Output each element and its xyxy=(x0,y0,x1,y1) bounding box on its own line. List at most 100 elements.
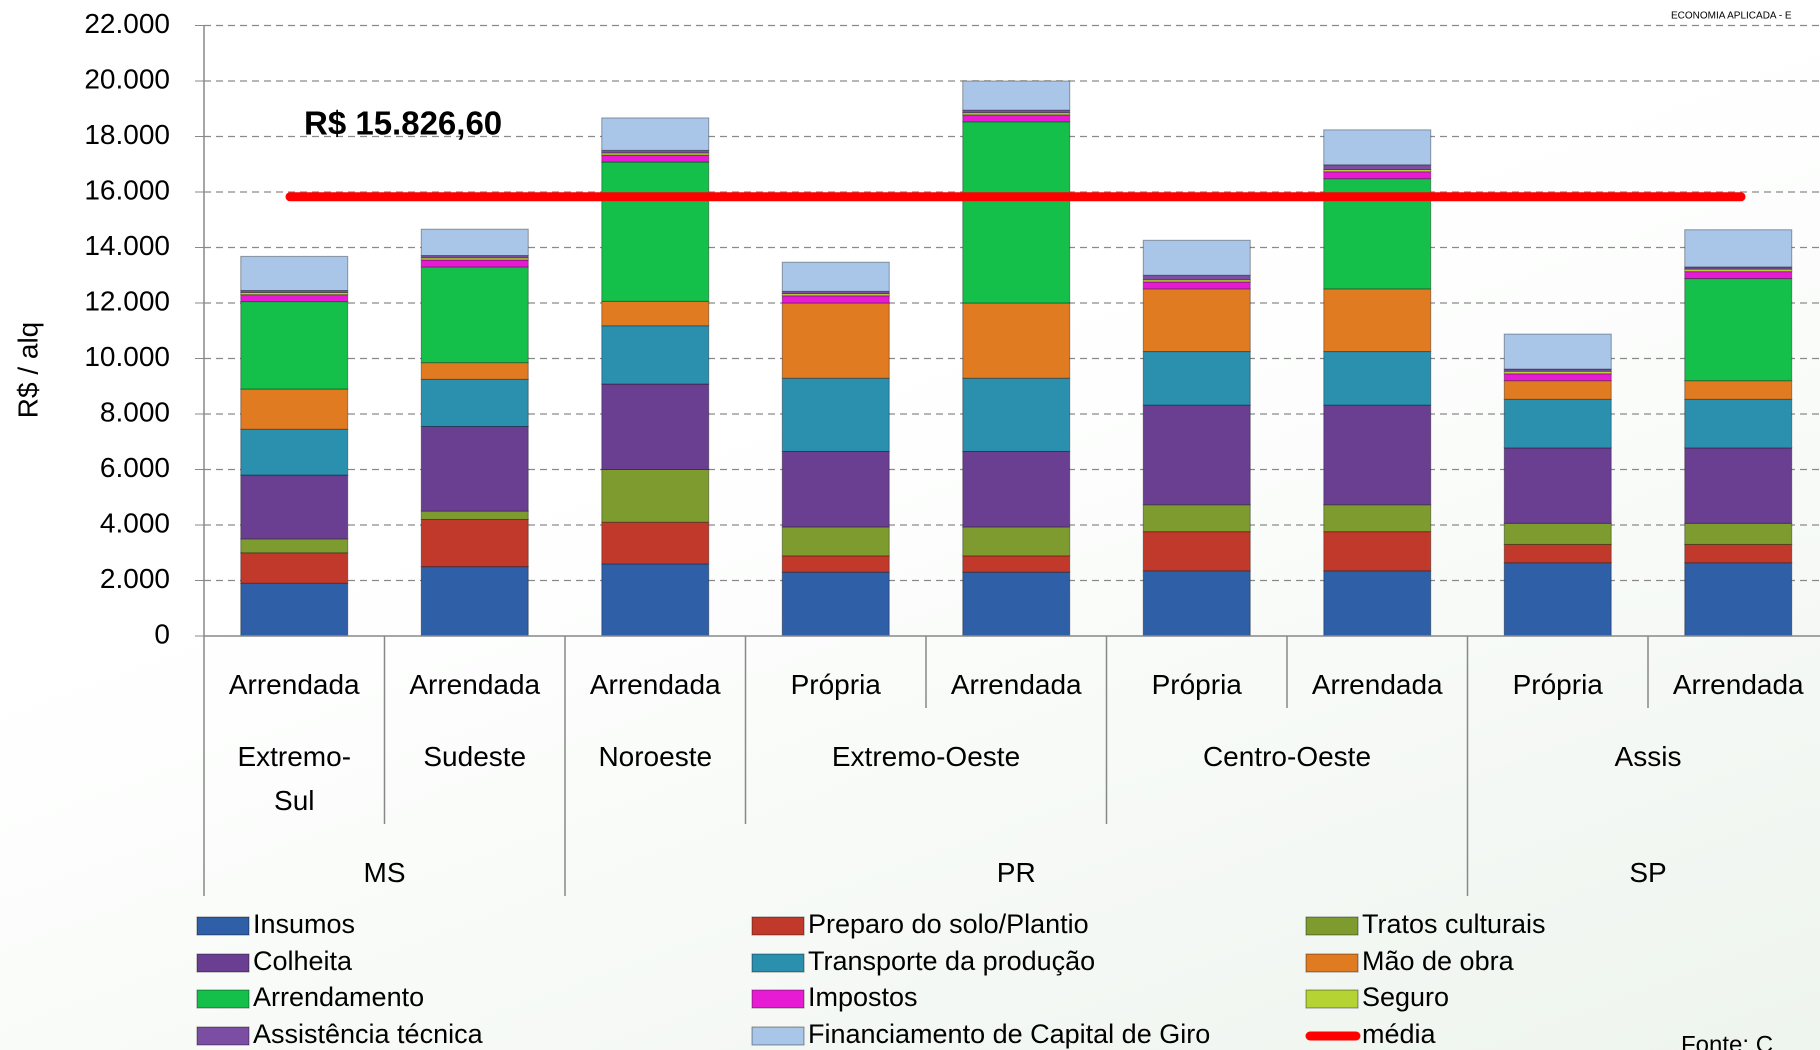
corner-text: ECONOMIA APLICADA - E xyxy=(1671,11,1792,22)
y-tick-label: 20.000 xyxy=(84,63,170,94)
bar-segment xyxy=(1323,570,1432,637)
bar-segment xyxy=(962,114,1071,123)
legend-swatch xyxy=(1305,989,1359,1009)
bar-segment xyxy=(240,474,349,540)
bar-segment xyxy=(1503,562,1612,637)
x-tick-label: Arrendada xyxy=(409,669,541,700)
bar-segment xyxy=(1684,543,1793,564)
legend-swatch xyxy=(196,1026,250,1046)
bar-segment xyxy=(601,521,710,565)
legend-label: Impostos xyxy=(808,982,918,1012)
bar-segment xyxy=(420,510,529,520)
bar-segment xyxy=(1503,447,1612,524)
x-tick-label: Arrendada xyxy=(950,669,1082,700)
bar-segment xyxy=(1323,164,1432,171)
bar-segment xyxy=(1503,373,1612,382)
bar-segment xyxy=(1142,281,1251,290)
bar-segment xyxy=(962,80,1071,111)
bar-segment xyxy=(1323,288,1432,353)
bar-segment xyxy=(1142,504,1251,533)
bar-segment xyxy=(1684,447,1793,524)
bar-segment xyxy=(1323,504,1432,533)
bar-segment xyxy=(781,295,890,304)
legend-label: Mão de obra xyxy=(1362,946,1515,976)
bar-segment xyxy=(781,450,890,528)
legend-swatch xyxy=(751,916,805,936)
legend-label: média xyxy=(1362,1019,1437,1049)
bar-segment xyxy=(420,425,529,512)
bar-segment xyxy=(1323,351,1432,406)
bar-segment xyxy=(1684,278,1793,382)
bar-segment xyxy=(601,563,710,637)
bar-segment xyxy=(240,388,349,430)
bar-segment xyxy=(601,383,710,470)
y-tick-label: 6.000 xyxy=(100,452,170,483)
legend-label: Preparo do solo/Plantio xyxy=(808,909,1089,939)
bar-segment xyxy=(962,450,1071,528)
bar-segment xyxy=(1323,404,1432,506)
bar-segment xyxy=(240,582,349,637)
bar-segment xyxy=(962,377,1071,452)
bar-segment xyxy=(420,266,529,364)
y-tick-label: 22.000 xyxy=(84,8,170,39)
x-tick-label: Arrendada xyxy=(1311,669,1443,700)
legend-swatch xyxy=(196,916,250,936)
bar-segment xyxy=(240,255,349,292)
y-tick-label: 2.000 xyxy=(100,563,170,594)
bar-segment xyxy=(962,112,1071,116)
bar-segment xyxy=(601,300,710,327)
source: Fonte: C xyxy=(1681,1031,1773,1050)
bar-segment xyxy=(240,538,349,554)
legend-label: Insumos xyxy=(253,909,355,939)
bar-segment xyxy=(601,325,710,385)
bar-segment xyxy=(1142,351,1251,406)
state-label: MS xyxy=(363,857,406,888)
legend-label: Seguro xyxy=(1362,982,1449,1012)
y-tick-label: 4.000 xyxy=(100,507,170,538)
bar-segment xyxy=(781,261,890,292)
legend-swatch xyxy=(751,1026,805,1046)
bar-segment xyxy=(1142,404,1251,506)
bar-segment xyxy=(420,566,529,637)
bar-segment xyxy=(420,378,529,427)
bar-segment xyxy=(420,228,529,257)
bar-segment xyxy=(962,302,1071,379)
bar-segment xyxy=(781,377,890,452)
legend-swatch xyxy=(196,989,250,1009)
bar-segment xyxy=(240,428,349,476)
average-label: R$ 15.826,60 xyxy=(304,105,502,142)
bar-segment xyxy=(1503,333,1612,370)
bar-segment xyxy=(420,259,529,268)
bar-segment xyxy=(601,117,710,151)
bar-segment xyxy=(1142,239,1251,276)
bar-segment xyxy=(1684,522,1793,545)
legend-label: Financiamento de Capital de Giro xyxy=(808,1019,1210,1049)
y-tick-label: 8.000 xyxy=(100,396,170,427)
bar-segment xyxy=(420,518,529,568)
bar-segment xyxy=(601,469,710,523)
x-tick-label: Arrendada xyxy=(228,669,360,700)
legend-label: Arrendamento xyxy=(253,982,424,1012)
bar-segment xyxy=(1142,531,1251,572)
bar-segment xyxy=(1684,562,1793,637)
bar-segment xyxy=(240,301,349,390)
bar-segment xyxy=(420,362,529,380)
bar-segment xyxy=(1323,129,1432,166)
bar-segment xyxy=(601,154,710,163)
y-tick-label: 14.000 xyxy=(84,230,170,261)
x-tick-label: Própria xyxy=(790,669,881,700)
legend-swatch xyxy=(196,953,250,973)
bar-segment xyxy=(1503,522,1612,545)
region-label: Centro-Oeste xyxy=(1202,741,1372,772)
bar-segment xyxy=(1503,398,1612,449)
bar-segment xyxy=(962,571,1071,637)
bar-segment xyxy=(1684,229,1793,268)
state-label: PR xyxy=(996,857,1036,888)
region-label: Assis xyxy=(1614,741,1682,772)
y-tick-label: 0 xyxy=(154,618,170,649)
legend-label: Tratos culturais xyxy=(1362,909,1546,939)
bar-segment xyxy=(781,302,890,379)
bar-segment xyxy=(1323,531,1432,572)
bar-segment xyxy=(1684,398,1793,449)
